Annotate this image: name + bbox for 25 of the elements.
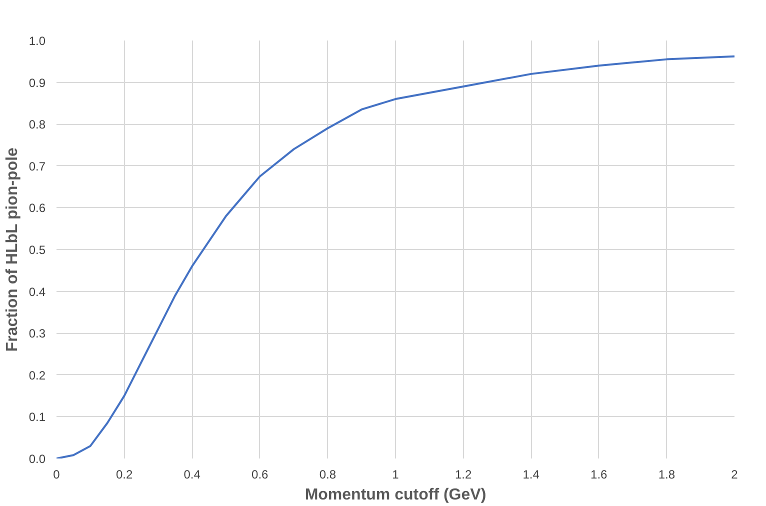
y-tick-label: 0.0 [28, 452, 46, 466]
y-tick-label: 0.6 [28, 201, 46, 216]
line-series [56, 55, 734, 458]
x-axis-title: Momentum cutoff (GeV) [304, 486, 486, 504]
y-tick-label: 0.2 [28, 368, 46, 382]
x-tick-label: 1.6 [590, 468, 608, 482]
x-tick-label: 1.8 [658, 468, 676, 482]
x-tick-label: 0.8 [319, 468, 336, 482]
y-tick-label: 0.5 [28, 243, 46, 257]
y-tick-label: 0.4 [28, 284, 46, 299]
x-tick-label: 0.4 [184, 468, 201, 482]
x-tick-label: 0.6 [252, 468, 269, 482]
y-tick-label: 0.9 [28, 76, 46, 90]
y-tick-label: 0.3 [28, 326, 46, 341]
x-tick-label: 0 [53, 468, 60, 482]
y-tick-label: 0.1 [28, 410, 46, 424]
x-tick-label: 1 [392, 468, 400, 482]
y-tick-label: 0.8 [28, 118, 46, 132]
x-tick-label: 1.2 [454, 468, 472, 482]
y-axis-title: Fraction of HLbL pion-pole [4, 147, 21, 352]
x-tick-label: 0.2 [116, 468, 133, 482]
x-tick-label: 1.4 [522, 468, 540, 482]
y-tick-label: 1.0 [28, 34, 46, 48]
y-tick-label: 0.7 [28, 159, 46, 174]
x-tick-label: 2 [731, 468, 738, 482]
